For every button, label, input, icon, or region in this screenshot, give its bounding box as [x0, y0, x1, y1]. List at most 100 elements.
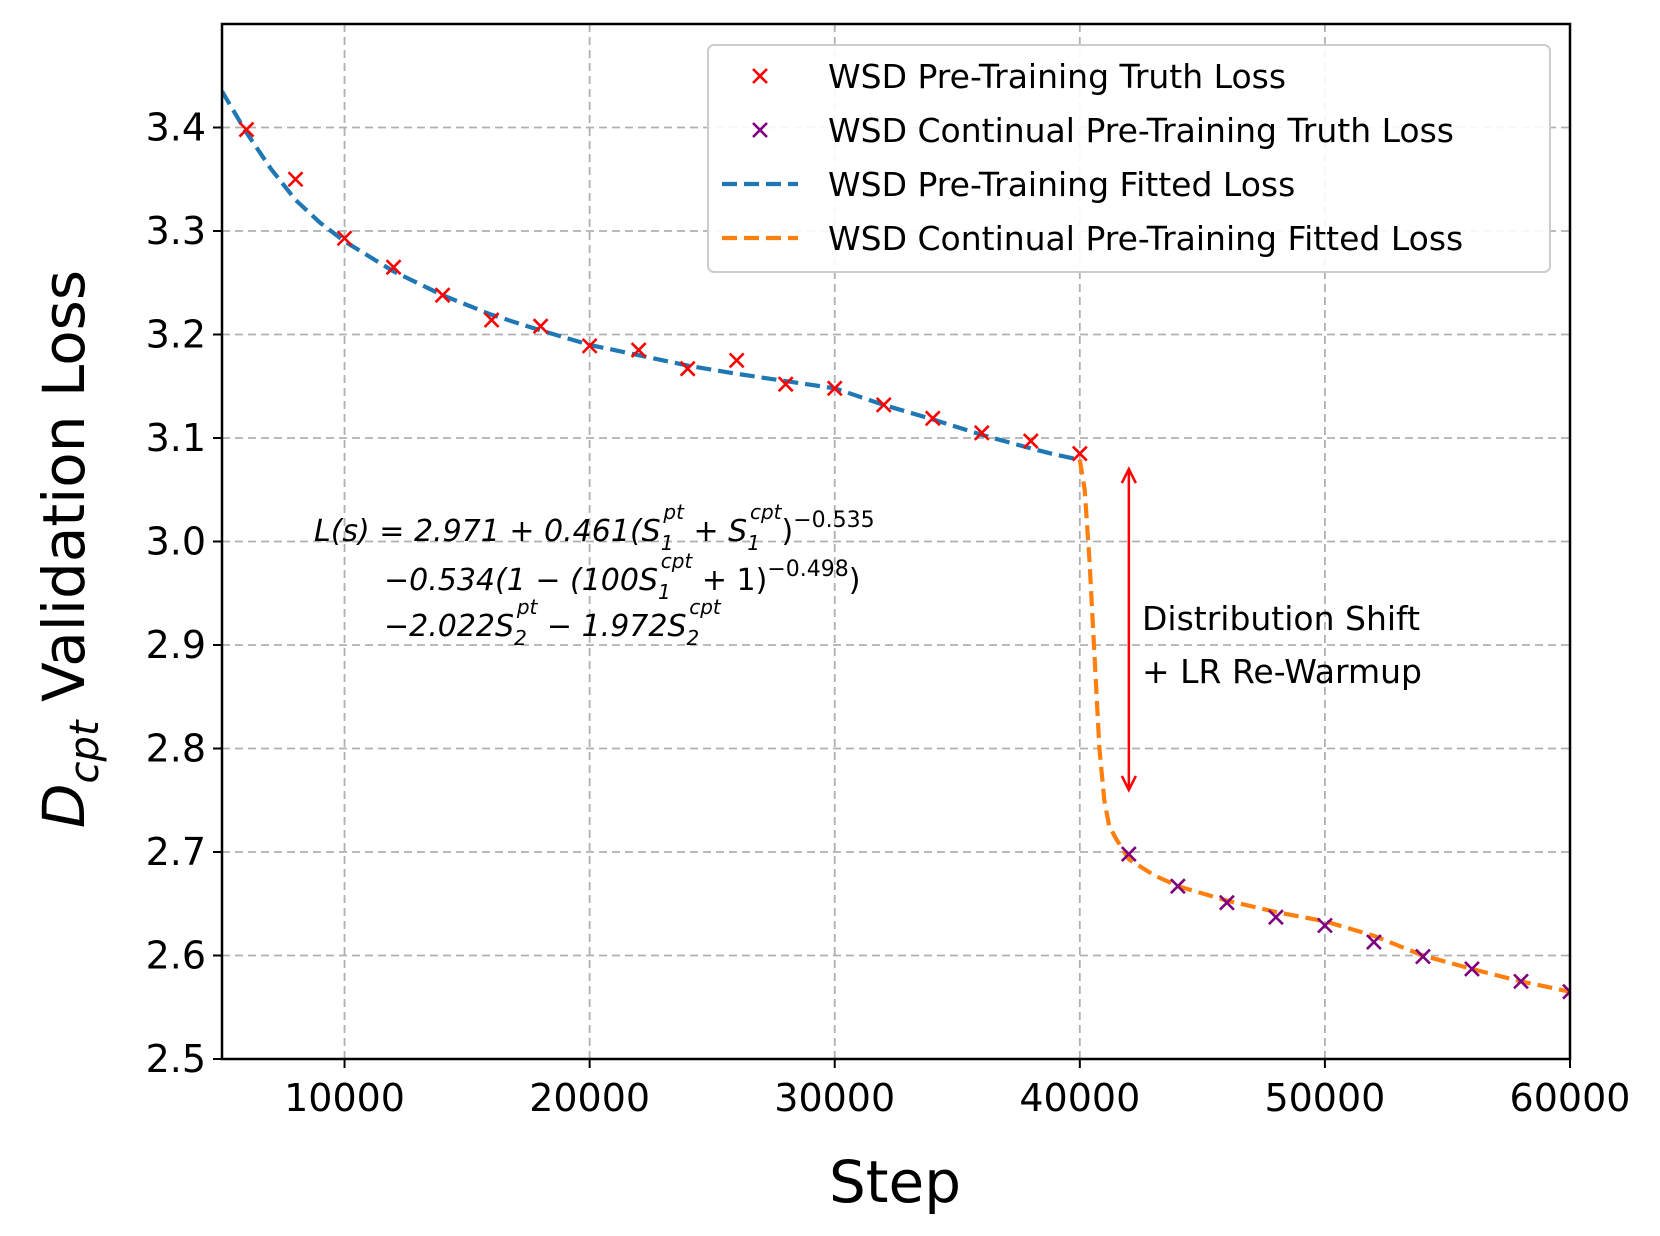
y-tick-label: 2.8: [146, 727, 206, 771]
pretraining-truth-point-stroke: [826, 380, 843, 397]
equation-sub: 1: [747, 531, 760, 555]
continual-truth-point: [1120, 846, 1137, 862]
distribution-shift-annotation: Distribution Shift + LR Re-Warmup: [1120, 466, 1422, 793]
equation-line2-c: ): [849, 563, 861, 598]
x-tick-label: 40000: [1019, 1076, 1140, 1120]
pretraining-truth-point-stroke: [679, 360, 696, 377]
equation-sup: pt: [662, 500, 685, 524]
pretraining-truth-point: [385, 259, 402, 276]
pretraining-truth-point-stroke: [238, 121, 255, 138]
equation-sup: cpt: [689, 595, 722, 619]
pretraining-truth-point: [1022, 433, 1039, 450]
continual-truth-point: [1513, 973, 1529, 990]
pretraining-truth-point-stroke: [287, 171, 304, 188]
legend-label: WSD Continual Pre-Training Truth Loss: [828, 111, 1454, 150]
pretraining-truth-point: [973, 424, 990, 441]
legend-label: WSD Pre-Training Truth Loss: [828, 57, 1286, 96]
equation-line2: −0.534(1 − (100S1 cpt + 1)−0.498): [384, 549, 860, 604]
y-tick-label: 3.1: [146, 416, 206, 460]
legend-marker-stroke: [752, 68, 768, 84]
y-axis-title-main: D: [30, 783, 98, 828]
y-tick-label: 3.2: [146, 313, 206, 357]
legend-label: WSD Pre-Training Fitted Loss: [828, 165, 1295, 204]
y-tick-label: 2.7: [146, 830, 206, 874]
continual-truth-point: [1218, 894, 1235, 911]
legend-entry: WSD Continual Pre-Training Fitted Loss: [722, 219, 1463, 258]
pretraining-truth-point-stroke: [1071, 445, 1088, 462]
y-tick-label: 2.6: [146, 934, 206, 978]
continual-truth-point: [1316, 917, 1333, 934]
equation-sub: 2: [687, 626, 700, 650]
pretraining-truth-point-stroke: [385, 259, 402, 276]
y-tick-label: 2.9: [146, 623, 206, 667]
legend-box: [707, 44, 1551, 273]
pretraining-truth-point-stroke: [336, 230, 353, 247]
pretraining-truth-point: [483, 312, 500, 328]
pretraining-truth-point: [287, 171, 304, 188]
pretraining-truth-point-stroke: [875, 396, 892, 413]
y-tick-label: 3.0: [146, 520, 206, 564]
continual-truth-point-stroke: [1513, 973, 1529, 990]
shift-label-line2: + LR Re-Warmup: [1142, 652, 1422, 691]
pretraining-truth-point-stroke: [777, 376, 794, 393]
axis-ticks: 10000 20000 30000 40000 50000 60000 2.5 2.6 2.7 2…: [146, 106, 1631, 1121]
x-tick-label: 50000: [1264, 1076, 1385, 1120]
pretraining-truth-point: [532, 318, 549, 335]
equation-sup: pt: [516, 595, 539, 619]
pretraining-truth-point: [777, 376, 794, 393]
continual-truth-point-stroke: [1464, 961, 1480, 977]
equation-exp: −0.535: [793, 508, 874, 533]
equation-mid: + S: [684, 514, 747, 549]
x-tick-label: 10000: [284, 1076, 405, 1120]
pretraining-truth-point-stroke: [483, 312, 500, 328]
legend-marker: [752, 122, 768, 138]
y-tick-label: 3.3: [146, 209, 206, 253]
plot-area: [222, 90, 1570, 1000]
continual-truth-point: [1366, 934, 1382, 950]
continual-truth-point-stroke: [1120, 846, 1137, 862]
shift-arrow-head-top: [1120, 466, 1137, 484]
pretraining-truth-point: [630, 342, 647, 358]
x-tick-label: 30000: [774, 1076, 895, 1120]
continual-truth-point-stroke: [1415, 948, 1431, 965]
y-axis-title-sub: cpt: [62, 719, 108, 783]
x-tick-label: 20000: [529, 1076, 650, 1120]
fitted-line-pretraining: [222, 90, 1081, 462]
continual-truth-point-stroke: [1562, 983, 1570, 994]
pretraining-truth-point: [434, 287, 451, 304]
continual-truth-point-stroke: [1169, 878, 1186, 895]
y-axis-title-rest: Validation Loss: [30, 270, 98, 721]
equation-line2-b: + 1): [692, 563, 767, 598]
legend-marker: [752, 68, 768, 84]
equation-line3: −2.022S2pt − 1.972S2cpt: [384, 595, 722, 650]
pretraining-truth-point-stroke: [581, 337, 598, 354]
equation-sub: 1: [658, 580, 671, 604]
y-tick-label: 2.5: [146, 1037, 206, 1081]
legend-marker-stroke: [752, 122, 768, 138]
pretraining-truth-point: [826, 380, 843, 397]
equation-sup: cpt: [750, 500, 783, 524]
pretraining-truth-point-stroke: [973, 424, 990, 441]
pretraining-truth-point-stroke: [630, 342, 647, 358]
equation-sub: 2: [514, 626, 527, 650]
legend-entry: WSD Continual Pre-Training Truth Loss: [752, 111, 1454, 150]
equation-line1: L(s) = 2.971 + 0.461(S1pt + S1cpt)−0.535: [314, 500, 875, 555]
continual-truth-point: [1415, 948, 1431, 965]
shift-label-line1: Distribution Shift: [1142, 599, 1420, 638]
continual-truth-point-stroke: [1366, 934, 1382, 950]
equation-exp: −0.498: [767, 557, 848, 582]
pretraining-truth-point: [924, 410, 941, 427]
pretraining-truth-point: [679, 360, 696, 377]
equation-line1-lhs: L(s) = 2.971 + 0.461(S: [314, 514, 661, 549]
legend-label: WSD Continual Pre-Training Fitted Loss: [828, 219, 1463, 258]
pretraining-truth-point: [875, 396, 892, 413]
pretraining-truth-point-stroke: [728, 352, 745, 369]
x-axis-title: Step: [829, 1148, 961, 1216]
pretraining-truth-point: [336, 230, 353, 247]
y-tick-label: 3.4: [146, 106, 206, 150]
equation-line3-a: −2.022S: [384, 609, 514, 644]
continual-truth-point: [1464, 961, 1480, 977]
pretraining-truth-point: [728, 352, 745, 369]
legend: WSD Pre-Training Truth Loss WSD Continual…: [707, 44, 1551, 273]
